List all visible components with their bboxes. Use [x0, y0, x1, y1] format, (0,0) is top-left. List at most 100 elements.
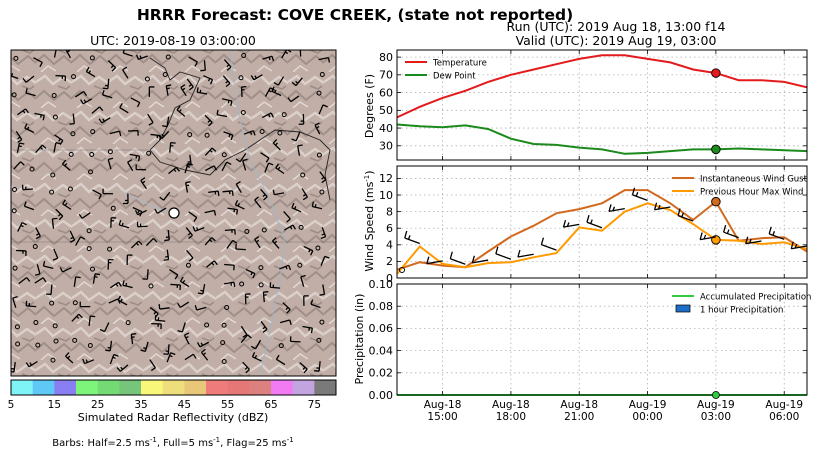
wind-barb — [273, 76, 285, 86]
y-tick-label: 0 — [386, 272, 393, 285]
y-tick-label: 0.10 — [369, 278, 394, 291]
wind-barb — [204, 237, 216, 246]
wind-barb — [15, 130, 23, 143]
wind-barb — [101, 89, 113, 99]
calm-wind-marker — [52, 114, 58, 120]
precip-panel: 0.00 0.02 0.04 0.06 0.08 0.10 Accumulated Prec… — [369, 278, 812, 423]
calm-wind-marker — [67, 186, 73, 192]
wind-barb — [186, 249, 194, 262]
wind-barb — [318, 56, 331, 63]
wind-barb — [291, 77, 303, 87]
colorbar-tick-label: 35 — [134, 399, 147, 411]
valid-time-marker — [711, 68, 721, 78]
y-tick-label: 2 — [386, 255, 393, 268]
wind-barb — [65, 352, 74, 364]
wind-barb — [208, 190, 220, 197]
wind-barb — [110, 217, 117, 228]
legend-swatch — [675, 304, 691, 313]
wind-barb — [262, 55, 275, 62]
wind-barb — [118, 219, 130, 229]
state-border — [149, 57, 331, 201]
y-tick-label: 30 — [379, 140, 393, 153]
run-label: Run (UTC): 2019 Aug 18, 13:00 f14 — [507, 19, 726, 34]
calm-wind-marker — [316, 337, 322, 343]
calm-wind-marker — [110, 205, 116, 211]
wind-barb — [127, 159, 134, 172]
wind-barb — [73, 276, 81, 287]
wind-barb — [91, 106, 104, 114]
wind-barb — [282, 302, 291, 314]
wind-barb — [107, 258, 114, 270]
wind-barb — [25, 360, 38, 368]
series-line-0 — [396, 54, 808, 119]
wind-barb — [79, 301, 91, 308]
series-line-1 — [396, 123, 808, 155]
calm-wind-marker — [298, 224, 304, 230]
wind-barb — [16, 249, 27, 256]
wind-barb — [677, 208, 694, 222]
y-tick-label: 0.06 — [369, 322, 394, 335]
station-marker[interactable] — [168, 207, 180, 219]
wind-barb — [75, 236, 86, 246]
panel-frame — [396, 49, 808, 161]
wind-barb — [197, 283, 206, 295]
x-tick-date: Aug-19 — [765, 399, 803, 411]
calm-wind-marker — [220, 340, 226, 346]
wind-barb — [85, 66, 96, 78]
wind-barb — [168, 166, 180, 175]
wind-barb — [289, 336, 301, 343]
wind-barb — [61, 159, 71, 171]
wind-barb — [301, 188, 308, 201]
y-tick-label: 60 — [379, 86, 393, 99]
calm-wind-marker — [240, 110, 246, 116]
wind-barb — [157, 130, 170, 140]
wind-barb — [243, 130, 256, 136]
wind-barb — [59, 266, 72, 273]
wind-barb — [169, 141, 176, 153]
wind-barb — [222, 75, 231, 88]
wind-barb — [99, 322, 110, 333]
wind-barb — [34, 264, 41, 276]
wind-barb — [200, 60, 206, 72]
wind-barb — [149, 359, 156, 372]
calm-wind-marker — [278, 343, 284, 349]
wind-barb — [224, 263, 235, 271]
wind-barb — [107, 157, 114, 170]
wind-barb — [22, 75, 35, 83]
wind-barb — [148, 86, 155, 97]
wind-barb — [88, 315, 96, 327]
wind-barb — [142, 269, 149, 280]
calm-wind-marker — [70, 131, 76, 137]
wind-barb — [16, 142, 25, 153]
colorbar-tick-label: 65 — [264, 399, 277, 411]
wind-barb — [122, 280, 133, 289]
calm-wind-marker — [162, 71, 168, 77]
wind-barb — [281, 50, 292, 59]
wind-barb — [107, 60, 117, 72]
wind-barb — [184, 162, 193, 174]
wind-barb — [271, 237, 280, 249]
wind-barb — [768, 226, 785, 240]
wind-barb — [196, 341, 210, 348]
calm-wind-marker — [221, 152, 227, 158]
wind-barb — [140, 341, 149, 353]
calm-wind-marker — [33, 320, 39, 326]
wind-barb — [185, 227, 193, 239]
colorbar-segment — [227, 380, 250, 395]
x-tick-date: Aug-18 — [424, 399, 462, 411]
wind-barb — [320, 255, 330, 266]
wind-barb — [297, 144, 303, 156]
calm-wind-marker — [399, 267, 405, 273]
legend: Instantaneous Wind Gust Previous Hour Max… — [672, 175, 808, 198]
wind-barb — [194, 305, 207, 311]
wind-barb — [116, 364, 129, 372]
colorbar-tick-label: 5 — [8, 399, 15, 411]
colorbar-segment — [97, 380, 120, 395]
x-tick-time: 06:00 — [769, 411, 799, 423]
wind-barb — [23, 201, 35, 211]
valid-time-marker — [711, 144, 721, 155]
y-tick-label: 0.00 — [369, 389, 394, 402]
wind-barb — [204, 147, 217, 156]
calm-wind-marker — [15, 341, 21, 347]
calm-wind-marker — [72, 300, 78, 306]
